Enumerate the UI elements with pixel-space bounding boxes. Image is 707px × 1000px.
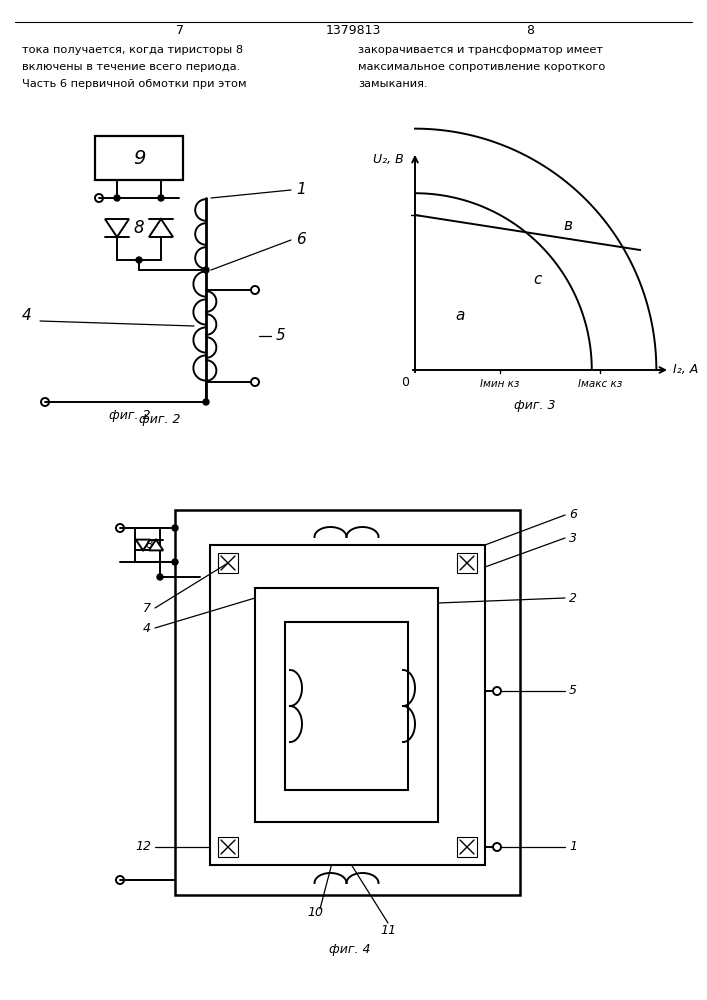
Circle shape [203, 399, 209, 405]
Text: фиг. 3: фиг. 3 [514, 398, 556, 412]
Text: 7: 7 [176, 23, 184, 36]
Text: 7: 7 [143, 601, 151, 614]
Polygon shape [148, 540, 163, 550]
Text: тока получается, когда тиристоры 8: тока получается, когда тиристоры 8 [22, 45, 243, 55]
Text: 8: 8 [146, 540, 153, 550]
Text: фиг. 4: фиг. 4 [329, 944, 370, 956]
Polygon shape [105, 219, 129, 237]
Circle shape [136, 257, 142, 263]
Bar [210, 545, 485, 865]
Bar [218, 837, 238, 857]
Text: а: а [455, 308, 464, 322]
Text: Часть 6 первичной обмотки при этом: Часть 6 первичной обмотки при этом [22, 79, 247, 89]
Bar [175, 510, 520, 895]
Circle shape [172, 525, 178, 531]
Text: 5: 5 [569, 684, 577, 698]
Polygon shape [136, 540, 150, 550]
Text: в: в [563, 218, 572, 232]
Text: Iмакс кз: Iмакс кз [578, 379, 622, 389]
Bar [285, 622, 408, 790]
Text: 4: 4 [22, 308, 32, 324]
Text: 6: 6 [296, 232, 305, 247]
Text: 1: 1 [296, 182, 305, 198]
Bar [95, 136, 183, 180]
Circle shape [114, 195, 120, 201]
Text: 8: 8 [134, 219, 144, 237]
Text: 9: 9 [133, 148, 145, 167]
Text: максимальное сопротивление короткого: максимальное сопротивление короткого [358, 62, 605, 72]
Circle shape [158, 195, 164, 201]
Text: 12: 12 [135, 840, 151, 854]
Text: 6: 6 [569, 508, 577, 522]
Bar [457, 837, 477, 857]
Text: фиг. 2: фиг. 2 [139, 414, 181, 426]
Text: Iмин кз: Iмин кз [480, 379, 520, 389]
Circle shape [203, 267, 209, 273]
Text: закорачивается и трансформатор имеет: закорачивается и трансформатор имеет [358, 45, 603, 55]
Circle shape [157, 574, 163, 580]
Bar [457, 553, 477, 573]
Text: 1: 1 [569, 840, 577, 854]
Text: I₂, A: I₂, A [673, 363, 699, 376]
Text: 11: 11 [380, 924, 396, 936]
Text: 0: 0 [401, 376, 409, 389]
Text: включены в течение всего периода.: включены в течение всего периода. [22, 62, 240, 72]
Text: замыкания.: замыкания. [358, 79, 428, 89]
Circle shape [172, 559, 178, 565]
Text: U₂, B: U₂, B [373, 153, 404, 166]
Text: 4: 4 [143, 621, 151, 635]
Text: 10: 10 [307, 906, 323, 920]
Text: 3: 3 [569, 532, 577, 544]
Text: 5: 5 [276, 328, 286, 344]
Text: фиг. 2: фиг. 2 [110, 408, 151, 422]
Bar [255, 588, 438, 822]
Text: 1379813: 1379813 [325, 23, 380, 36]
Text: с: с [533, 272, 542, 288]
Text: 2: 2 [569, 591, 577, 604]
Text: 8: 8 [526, 23, 534, 36]
Bar [218, 553, 238, 573]
Polygon shape [149, 219, 173, 237]
